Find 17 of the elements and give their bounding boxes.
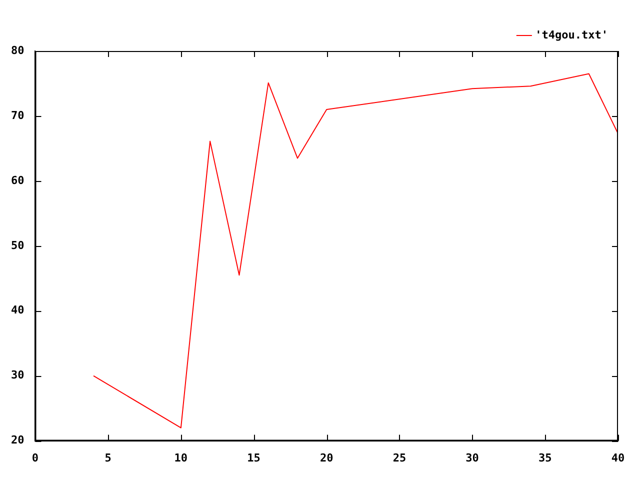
y-tick-label: 30 [10, 368, 24, 382]
y-tick-label: 50 [10, 238, 24, 252]
legend-label: 't4gou.txt' [535, 28, 608, 42]
y-tick-label: 20 [10, 434, 24, 447]
x-tick-label: 25 [392, 451, 406, 464]
y-tick-label: 80 [10, 44, 24, 57]
x-tick-label: 30 [466, 451, 479, 464]
x-tick-label: 5 [104, 451, 112, 464]
x-tick-label: 15 [247, 451, 260, 464]
y-tick-label: 70 [10, 108, 24, 122]
x-tick-label: 20 [320, 451, 334, 464]
x-tick-label: 35 [538, 451, 552, 464]
y-tick-label: 60 [10, 174, 24, 187]
x-tick-label: 10 [174, 451, 188, 464]
x-tick-label: 40 [611, 451, 625, 464]
y-tick-label: 40 [10, 304, 24, 317]
x-tick-label: 0 [32, 451, 39, 464]
